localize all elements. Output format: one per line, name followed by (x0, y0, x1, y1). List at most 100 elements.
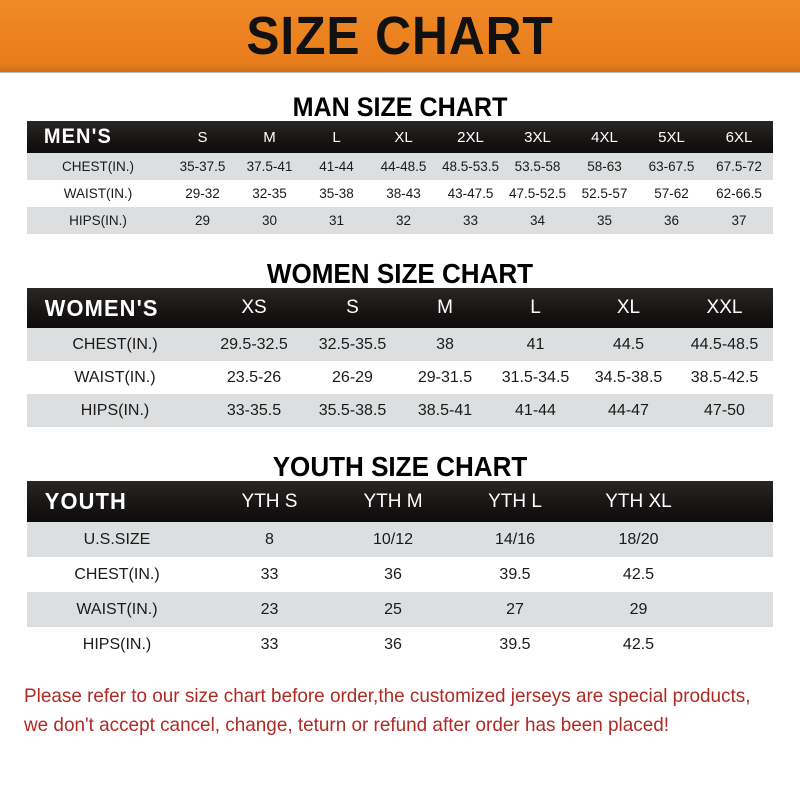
women-col-header-xs: XS (241, 297, 267, 318)
men-hips-xl: 32 (395, 213, 412, 228)
men-col-header-l: L (332, 128, 341, 146)
women-waist-m: 29-31.5 (417, 368, 473, 386)
page-title: SIZE CHART (246, 6, 554, 66)
youth-hips-yth-s: 33 (260, 635, 279, 653)
table-row: WAIST(IN.) 29-32 32-35 35-38 38-43 43-47… (27, 180, 773, 207)
youth-chest-yth-l: 39.5 (499, 565, 531, 583)
table-row: HIPS(IN.) 33 36 39.5 42.5 (27, 627, 773, 662)
men-hips-5xl: 36 (663, 213, 680, 228)
table-row: WAIST(IN.) 23.5-26 26-29 29-31.5 31.5-34… (27, 361, 773, 394)
men-hips-m: 30 (261, 213, 278, 228)
youth-size-table: YOUTH YTH S YTH M YTH L YTH XL U.S.SIZE … (27, 481, 773, 662)
youth-ussize-yth-l: 14/16 (494, 530, 536, 548)
women-row-label-waist: WAIST(IN.) (74, 368, 156, 386)
youth-hips-yth-l: 39.5 (499, 635, 531, 653)
men-col-header-m: M (263, 128, 276, 146)
men-table-head: MEN'S S M L XL 2XL 3XL 4XL 5XL 6XL (27, 121, 773, 153)
women-size-section: WOMEN SIZE CHART WOMEN'S XS S M L XL XXL… (0, 260, 800, 427)
youth-waist-yth-l: 27 (506, 600, 524, 618)
youth-col-header-yth-xl: YTH XL (605, 490, 672, 512)
women-row-label-header: WOMEN'S (44, 294, 159, 321)
page-banner: SIZE CHART (0, 0, 800, 72)
men-col-header-4xl: 4XL (591, 128, 618, 146)
youth-row-label-ussize: U.S.SIZE (83, 530, 151, 548)
youth-hips-yth-m: 36 (384, 635, 402, 653)
youth-hips-spacer (701, 627, 773, 662)
men-hips-2xl: 33 (462, 213, 479, 228)
men-hips-6xl: 37 (731, 213, 747, 228)
men-col-header-s: S (197, 128, 208, 146)
men-size-table: MEN'S S M L XL 2XL 3XL 4XL 5XL 6XL CHEST… (27, 121, 773, 234)
youth-col-header-yth-m: YTH M (363, 490, 423, 512)
youth-waist-spacer (701, 592, 773, 627)
men-row-label-waist: WAIST(IN.) (63, 186, 133, 201)
youth-chest-yth-m: 36 (384, 565, 402, 583)
women-waist-l: 31.5-34.5 (501, 368, 570, 386)
women-size-table: WOMEN'S XS S M L XL XXL CHEST(IN.) 29.5-… (27, 288, 773, 427)
youth-waist-yth-xl: 29 (629, 600, 648, 618)
women-chest-s: 32.5-35.5 (318, 335, 387, 353)
women-chest-xxl: 44.5-48.5 (690, 335, 759, 353)
women-hips-xs: 33-35.5 (226, 401, 282, 419)
women-col-header-xl: XL (616, 297, 641, 318)
men-col-header-6xl: 6XL (725, 128, 753, 146)
women-col-header-m: M (437, 297, 453, 318)
men-waist-s: 29-32 (185, 186, 220, 201)
men-waist-6xl: 62-66.5 (716, 186, 762, 201)
women-hips-xl: 44-47 (608, 401, 649, 419)
men-chest-m: 37.5-41 (246, 159, 293, 174)
youth-chest-yth-s: 33 (260, 565, 279, 583)
men-col-header-2xl: 2XL (457, 128, 484, 146)
return-policy-note: Please refer to our size chart before or… (24, 682, 753, 741)
table-row: HIPS(IN.) 29 30 31 32 33 34 35 36 37 (27, 207, 773, 234)
women-section-title: WOMEN SIZE CHART (266, 258, 534, 289)
women-row-label-hips: HIPS(IN.) (80, 401, 150, 419)
women-hips-m: 38.5-41 (417, 401, 473, 419)
men-chest-xl: 44-48.5 (380, 159, 427, 174)
women-table-head: WOMEN'S XS S M L XL XXL (27, 288, 773, 328)
women-table-body: CHEST(IN.) 29.5-32.5 32.5-35.5 38 41 44.… (27, 328, 773, 427)
youth-row-label-hips: HIPS(IN.) (82, 635, 152, 653)
men-section-title: MAN SIZE CHART (292, 92, 508, 122)
table-row: WAIST(IN.) 23 25 27 29 (27, 592, 773, 627)
return-policy-note-line-2: we don't accept cancel, change, teturn o… (24, 714, 670, 737)
men-waist-2xl: 43-47.5 (447, 186, 494, 201)
youth-col-header-yth-l: YTH L (488, 490, 542, 512)
women-chest-xs: 29.5-32.5 (220, 335, 288, 353)
women-waist-xxl: 38.5-42.5 (690, 368, 759, 386)
women-col-header-xxl: XXL (706, 297, 743, 318)
men-hips-3xl: 34 (529, 213, 546, 228)
men-size-section: MAN SIZE CHART MEN'S S M L XL 2XL 3XL 4X… (0, 94, 800, 234)
women-hips-s: 35.5-38.5 (318, 401, 387, 419)
women-waist-s: 26-29 (332, 368, 373, 386)
men-row-label-hips: HIPS(IN.) (69, 213, 127, 228)
women-waist-xs: 23.5-26 (226, 368, 282, 386)
women-chest-xl: 44.5 (612, 335, 645, 353)
youth-section-title: YOUTH SIZE CHART (272, 451, 528, 482)
youth-header-row: YOUTH YTH S YTH M YTH L YTH XL (27, 481, 773, 522)
men-waist-l: 35-38 (319, 186, 354, 201)
youth-hips-yth-xl: 42.5 (622, 635, 655, 653)
table-row: CHEST(IN.) 35-37.5 37.5-41 41-44 44-48.5… (27, 153, 773, 180)
men-header-row: MEN'S S M L XL 2XL 3XL 4XL 5XL 6XL (27, 121, 773, 153)
men-waist-m: 32-35 (252, 186, 287, 201)
youth-ussize-yth-s: 8 (265, 530, 274, 548)
men-chest-5xl: 63-67.5 (648, 159, 695, 174)
men-col-header-3xl: 3XL (524, 128, 551, 146)
women-col-header-s: S (346, 297, 359, 318)
women-chest-m: 38 (436, 335, 454, 353)
youth-ussize-yth-xl: 18/20 (618, 530, 659, 548)
men-table-body: CHEST(IN.) 35-37.5 37.5-41 41-44 44-48.5… (27, 153, 773, 234)
youth-col-header-yth-s: YTH S (241, 490, 298, 512)
men-row-label-chest: CHEST(IN.) (62, 159, 134, 174)
men-waist-5xl: 57-62 (654, 186, 689, 201)
youth-ussize-yth-m: 10/12 (372, 530, 414, 548)
women-hips-l: 41-44 (515, 401, 556, 419)
women-chest-l: 41 (526, 335, 545, 353)
youth-waist-yth-s: 23 (260, 600, 279, 618)
men-row-label-header: MEN'S (43, 125, 112, 148)
men-chest-l: 41-44 (319, 159, 354, 174)
youth-row-label-chest: CHEST(IN.) (74, 565, 160, 583)
table-row: CHEST(IN.) 29.5-32.5 32.5-35.5 38 41 44.… (27, 328, 773, 361)
youth-waist-yth-m: 25 (384, 600, 402, 618)
